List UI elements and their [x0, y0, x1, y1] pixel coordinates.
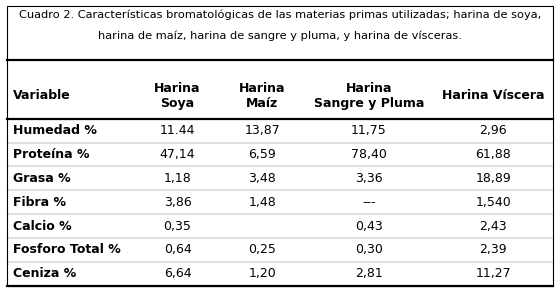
Text: Harina
Sangre y Pluma: Harina Sangre y Pluma — [314, 82, 424, 110]
Text: 78,40: 78,40 — [351, 148, 387, 161]
Text: 1,18: 1,18 — [164, 172, 192, 185]
Text: 3,36: 3,36 — [355, 172, 382, 185]
Text: Fosforo Total %: Fosforo Total % — [13, 244, 121, 256]
Text: 1,20: 1,20 — [249, 267, 276, 280]
Text: ---: --- — [362, 196, 376, 209]
Text: 0,25: 0,25 — [248, 244, 276, 256]
Text: Harina
Soya: Harina Soya — [154, 82, 201, 110]
Text: Cuadro 2. Características bromatológicas de las materias primas utilizadas; hari: Cuadro 2. Características bromatológicas… — [19, 10, 541, 20]
Text: 11,27: 11,27 — [475, 267, 511, 280]
Text: Calcio %: Calcio % — [13, 220, 72, 233]
Text: Fibra %: Fibra % — [13, 196, 66, 209]
Text: 6,59: 6,59 — [249, 148, 276, 161]
Text: 0,30: 0,30 — [355, 244, 382, 256]
Text: 6,64: 6,64 — [164, 267, 192, 280]
Text: 0,43: 0,43 — [355, 220, 382, 233]
Text: Harina Víscera: Harina Víscera — [442, 89, 544, 102]
Text: 3,48: 3,48 — [249, 172, 276, 185]
Text: 1,48: 1,48 — [249, 196, 276, 209]
Text: harina de maíz, harina de sangre y pluma, y harina de vísceras.: harina de maíz, harina de sangre y pluma… — [98, 31, 462, 41]
Text: 2,39: 2,39 — [479, 244, 507, 256]
Text: Proteína %: Proteína % — [13, 148, 90, 161]
Text: Variable: Variable — [13, 89, 71, 102]
Text: 2,81: 2,81 — [355, 267, 382, 280]
Text: 3,86: 3,86 — [164, 196, 192, 209]
Text: Ceniza %: Ceniza % — [13, 267, 77, 280]
Text: Grasa %: Grasa % — [13, 172, 71, 185]
Text: 0,64: 0,64 — [164, 244, 192, 256]
Text: 11,75: 11,75 — [351, 124, 387, 137]
Text: 1,540: 1,540 — [475, 196, 511, 209]
Text: 47,14: 47,14 — [160, 148, 195, 161]
Text: 2,96: 2,96 — [479, 124, 507, 137]
Text: Harina
Maíz: Harina Maíz — [239, 82, 286, 110]
Text: Humedad %: Humedad % — [13, 124, 97, 137]
Text: 2,43: 2,43 — [479, 220, 507, 233]
Text: 13,87: 13,87 — [244, 124, 280, 137]
Text: 11.44: 11.44 — [160, 124, 195, 137]
Text: 61,88: 61,88 — [475, 148, 511, 161]
Text: 0,35: 0,35 — [164, 220, 192, 233]
Text: 18,89: 18,89 — [475, 172, 511, 185]
